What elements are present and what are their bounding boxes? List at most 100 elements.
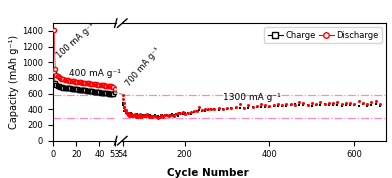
Point bbox=[156, 115, 163, 118]
Point bbox=[140, 114, 146, 117]
Point bbox=[330, 104, 336, 106]
Point bbox=[147, 115, 154, 118]
Point bbox=[156, 115, 163, 118]
Point bbox=[125, 112, 131, 115]
Point bbox=[136, 114, 142, 117]
Point bbox=[279, 105, 285, 108]
Point bbox=[224, 107, 230, 110]
Point bbox=[139, 114, 145, 117]
Point bbox=[126, 113, 132, 116]
Point bbox=[202, 108, 209, 110]
Point bbox=[164, 114, 170, 117]
Text: 1300 mA g⁻¹: 1300 mA g⁻¹ bbox=[223, 93, 281, 102]
Point bbox=[258, 105, 264, 108]
Text: 100 mA g⁻¹: 100 mA g⁻¹ bbox=[54, 22, 96, 60]
Point bbox=[279, 104, 285, 106]
Point bbox=[158, 114, 164, 117]
Point bbox=[180, 111, 186, 114]
Point bbox=[173, 112, 179, 115]
Point bbox=[125, 113, 131, 116]
Point bbox=[120, 102, 127, 105]
Point bbox=[142, 114, 149, 117]
Point bbox=[351, 103, 358, 106]
Point bbox=[128, 112, 134, 115]
Point bbox=[321, 103, 328, 105]
Point bbox=[211, 108, 218, 111]
Point bbox=[351, 102, 358, 105]
Point bbox=[132, 114, 138, 117]
Point bbox=[296, 104, 302, 107]
Point bbox=[356, 104, 362, 107]
Point bbox=[129, 114, 136, 116]
Point bbox=[147, 114, 154, 117]
Point bbox=[140, 113, 146, 116]
Point bbox=[123, 109, 129, 112]
Point bbox=[132, 114, 138, 116]
Point bbox=[139, 114, 145, 117]
Point bbox=[121, 109, 127, 112]
Point bbox=[134, 114, 141, 117]
Point bbox=[364, 105, 370, 108]
Point bbox=[131, 113, 137, 116]
Point bbox=[149, 115, 155, 118]
Point bbox=[138, 116, 144, 118]
Point bbox=[126, 113, 132, 116]
Point bbox=[130, 114, 136, 116]
Point bbox=[249, 106, 256, 109]
Point bbox=[245, 107, 251, 110]
Point bbox=[150, 114, 156, 117]
Point bbox=[152, 115, 159, 118]
Y-axis label: Capacity (mAh g⁻¹): Capacity (mAh g⁻¹) bbox=[9, 35, 20, 129]
Point bbox=[126, 114, 132, 117]
Point bbox=[136, 114, 142, 117]
Point bbox=[181, 113, 188, 116]
Point bbox=[122, 108, 128, 111]
Point bbox=[305, 104, 311, 107]
Point bbox=[185, 112, 191, 115]
Point bbox=[134, 113, 140, 116]
Point bbox=[162, 114, 168, 117]
Point bbox=[185, 111, 191, 114]
Point bbox=[313, 103, 319, 105]
Point bbox=[196, 109, 203, 112]
Point bbox=[120, 106, 127, 109]
Point bbox=[309, 105, 315, 108]
Point bbox=[141, 114, 147, 117]
Point bbox=[191, 111, 197, 114]
Point bbox=[127, 113, 133, 116]
Point bbox=[130, 113, 136, 116]
Point bbox=[187, 110, 194, 113]
Point bbox=[196, 106, 203, 109]
Point bbox=[216, 108, 222, 111]
Point bbox=[347, 102, 353, 105]
Point bbox=[125, 113, 131, 116]
Point bbox=[146, 116, 152, 119]
Point bbox=[245, 104, 251, 107]
Point bbox=[133, 114, 140, 117]
Point bbox=[152, 115, 159, 117]
Point bbox=[137, 115, 143, 118]
Point bbox=[146, 114, 152, 116]
Point bbox=[121, 105, 127, 108]
Point bbox=[142, 115, 148, 118]
Point bbox=[134, 113, 141, 116]
Point bbox=[120, 104, 126, 107]
Point bbox=[131, 114, 137, 117]
Point bbox=[134, 114, 140, 117]
Point bbox=[173, 112, 179, 115]
Point bbox=[262, 105, 269, 108]
Point bbox=[125, 112, 131, 115]
Text: 400 mA g⁻¹: 400 mA g⁻¹ bbox=[69, 69, 121, 78]
Point bbox=[143, 114, 150, 117]
Point bbox=[300, 102, 307, 104]
Point bbox=[326, 104, 332, 107]
Point bbox=[123, 111, 130, 114]
Point bbox=[127, 112, 133, 115]
Point bbox=[177, 111, 183, 114]
Point bbox=[199, 108, 205, 111]
Point bbox=[130, 115, 136, 117]
Point bbox=[266, 104, 272, 107]
Point bbox=[270, 104, 277, 107]
Point bbox=[208, 108, 214, 111]
Point bbox=[121, 106, 127, 109]
